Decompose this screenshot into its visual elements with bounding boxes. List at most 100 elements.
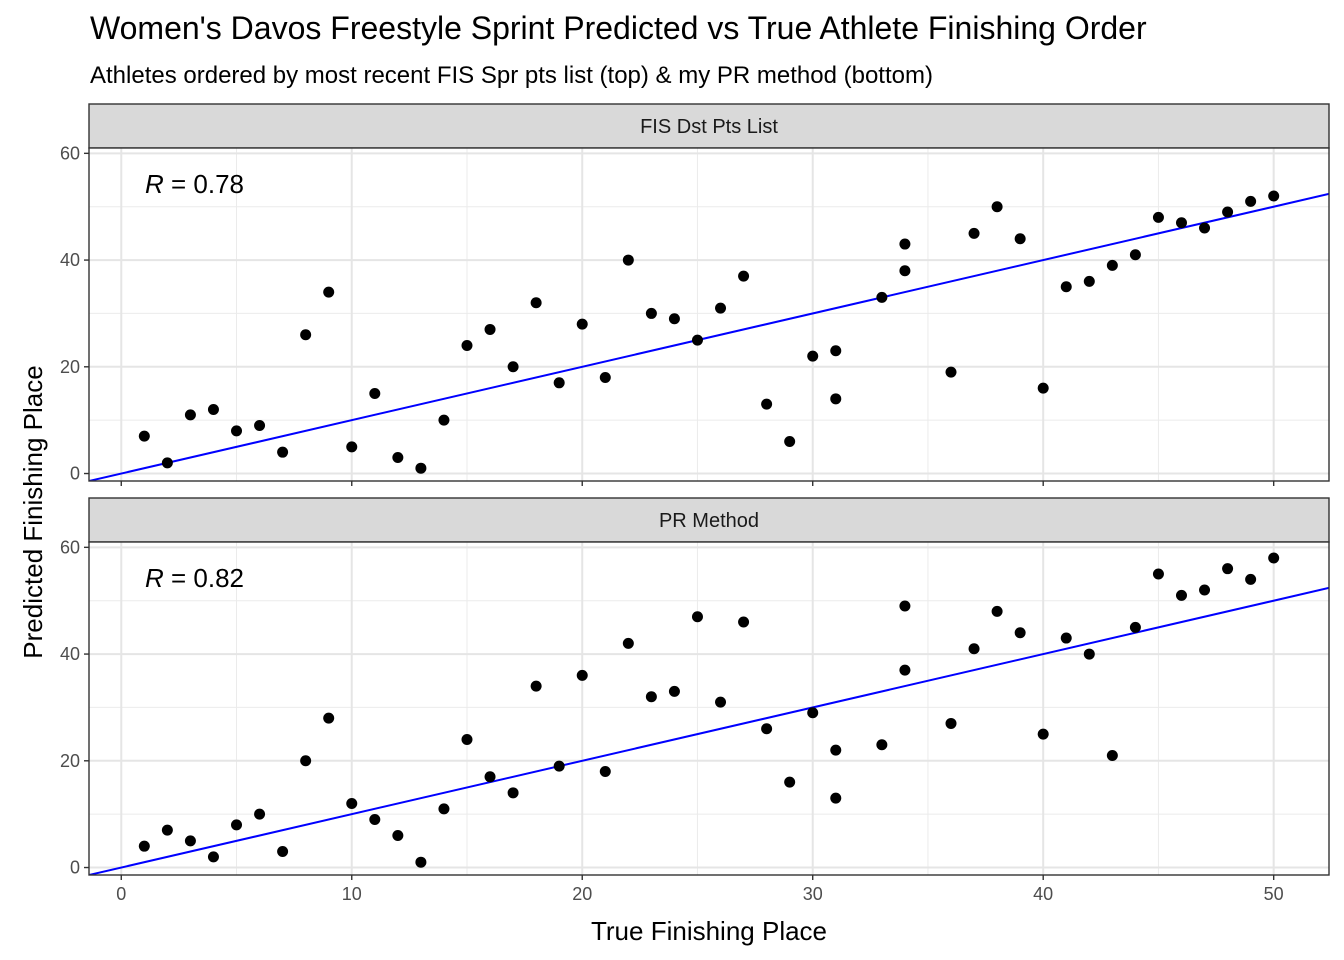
data-point bbox=[876, 291, 888, 303]
data-point bbox=[576, 669, 588, 681]
correlation-value: = 0.82 bbox=[164, 563, 244, 593]
data-point bbox=[1106, 259, 1118, 271]
data-point bbox=[645, 691, 657, 703]
data-point bbox=[1152, 211, 1164, 223]
panel-border bbox=[88, 147, 1330, 482]
data-point bbox=[369, 814, 381, 825]
data-point bbox=[807, 707, 819, 719]
data-point bbox=[530, 297, 542, 309]
data-point bbox=[715, 302, 727, 314]
data-point bbox=[622, 637, 634, 649]
data-point bbox=[576, 318, 588, 330]
data-point bbox=[138, 840, 150, 852]
y-tick-label: 40 bbox=[60, 644, 80, 664]
data-point bbox=[899, 600, 911, 612]
data-point bbox=[738, 270, 750, 282]
data-point bbox=[1199, 222, 1211, 234]
data-point bbox=[599, 371, 611, 383]
data-point bbox=[784, 436, 796, 448]
data-point bbox=[1268, 552, 1280, 564]
data-point bbox=[761, 723, 773, 735]
correlation-symbol: R bbox=[145, 169, 164, 199]
y-tick-label: 60 bbox=[60, 537, 80, 557]
data-point bbox=[1037, 728, 1049, 740]
strip-label: FIS Dst Pts List bbox=[640, 116, 778, 138]
data-point bbox=[968, 227, 980, 239]
data-point bbox=[231, 819, 243, 831]
data-point bbox=[300, 329, 312, 341]
data-point bbox=[1268, 190, 1280, 202]
data-point bbox=[899, 265, 911, 277]
plot-background bbox=[89, 148, 1329, 481]
data-points bbox=[138, 552, 1280, 868]
data-point bbox=[1175, 589, 1187, 601]
data-point bbox=[1245, 195, 1257, 207]
data-point bbox=[1014, 233, 1026, 245]
data-point bbox=[645, 307, 657, 319]
data-point bbox=[991, 605, 1003, 617]
data-point bbox=[277, 446, 289, 458]
y-axis-title: Predicted Finishing Place bbox=[18, 365, 48, 658]
x-tick-label: 50 bbox=[1264, 884, 1284, 904]
data-point bbox=[231, 425, 243, 437]
data-point bbox=[207, 851, 219, 863]
data-point bbox=[207, 403, 219, 415]
panel-2: PR Method 0 20 40 60 0 10 20 30 40 50 R = 0.82 bbox=[60, 497, 1330, 904]
x-tick-label: 10 bbox=[342, 884, 362, 904]
data-point bbox=[899, 664, 911, 676]
data-point bbox=[254, 808, 266, 820]
data-point bbox=[1014, 627, 1026, 639]
data-point bbox=[1060, 281, 1072, 293]
data-point bbox=[323, 712, 335, 724]
y-tick-label: 20 bbox=[60, 357, 80, 377]
data-point bbox=[1199, 584, 1211, 596]
panel-border bbox=[88, 541, 1330, 876]
correlation-symbol: R bbox=[145, 563, 164, 593]
data-point bbox=[830, 744, 842, 756]
data-point bbox=[1083, 275, 1095, 287]
data-point bbox=[668, 313, 680, 325]
chart-subtitle: Athletes ordered by most recent FIS Spr … bbox=[90, 62, 933, 89]
x-axis-title: True Finishing Place bbox=[591, 916, 827, 946]
data-point bbox=[184, 835, 196, 847]
data-point bbox=[691, 334, 703, 346]
data-point bbox=[1222, 563, 1234, 575]
data-point bbox=[1083, 648, 1095, 660]
data-point bbox=[599, 765, 611, 777]
data-point bbox=[277, 846, 289, 858]
data-point bbox=[945, 717, 957, 729]
strip-background bbox=[88, 103, 1330, 149]
data-point bbox=[715, 696, 727, 708]
data-point bbox=[899, 238, 911, 250]
data-point bbox=[761, 398, 773, 410]
data-point bbox=[1106, 749, 1118, 761]
data-point bbox=[1129, 621, 1141, 633]
x-tick-label: 20 bbox=[572, 884, 592, 904]
chart-title: Women's Davos Freestyle Sprint Predicted… bbox=[90, 10, 1147, 46]
data-point bbox=[553, 377, 565, 389]
data-point bbox=[161, 457, 173, 469]
data-points bbox=[138, 190, 1280, 474]
data-point bbox=[138, 430, 150, 442]
correlation-label: R = 0.78 bbox=[145, 169, 244, 199]
data-point bbox=[738, 616, 750, 628]
data-point bbox=[438, 803, 450, 815]
trendline bbox=[89, 192, 1329, 481]
panel-1: FIS Dst Pts List 0 20 40 60 R = 0.78 bbox=[60, 103, 1330, 486]
strip-label: PR Method bbox=[659, 510, 759, 532]
y-tick-label: 60 bbox=[60, 143, 80, 163]
data-point bbox=[507, 361, 519, 373]
data-point bbox=[484, 771, 496, 783]
data-point bbox=[184, 409, 196, 421]
data-point bbox=[1037, 382, 1049, 394]
data-point bbox=[807, 350, 819, 362]
data-point bbox=[1152, 568, 1164, 580]
correlation-value: = 0.78 bbox=[164, 169, 244, 199]
data-point bbox=[991, 201, 1003, 213]
data-point bbox=[1175, 217, 1187, 229]
data-point bbox=[438, 414, 450, 426]
correlation-label: R = 0.82 bbox=[145, 563, 244, 593]
data-point bbox=[945, 366, 957, 378]
data-point bbox=[484, 323, 496, 335]
